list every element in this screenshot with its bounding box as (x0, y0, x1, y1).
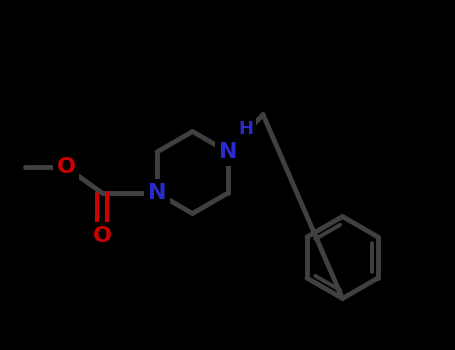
Text: H: H (238, 120, 253, 139)
Text: N: N (148, 183, 166, 203)
Text: N: N (219, 142, 237, 162)
Text: O: O (92, 225, 111, 245)
Text: O: O (56, 157, 76, 177)
